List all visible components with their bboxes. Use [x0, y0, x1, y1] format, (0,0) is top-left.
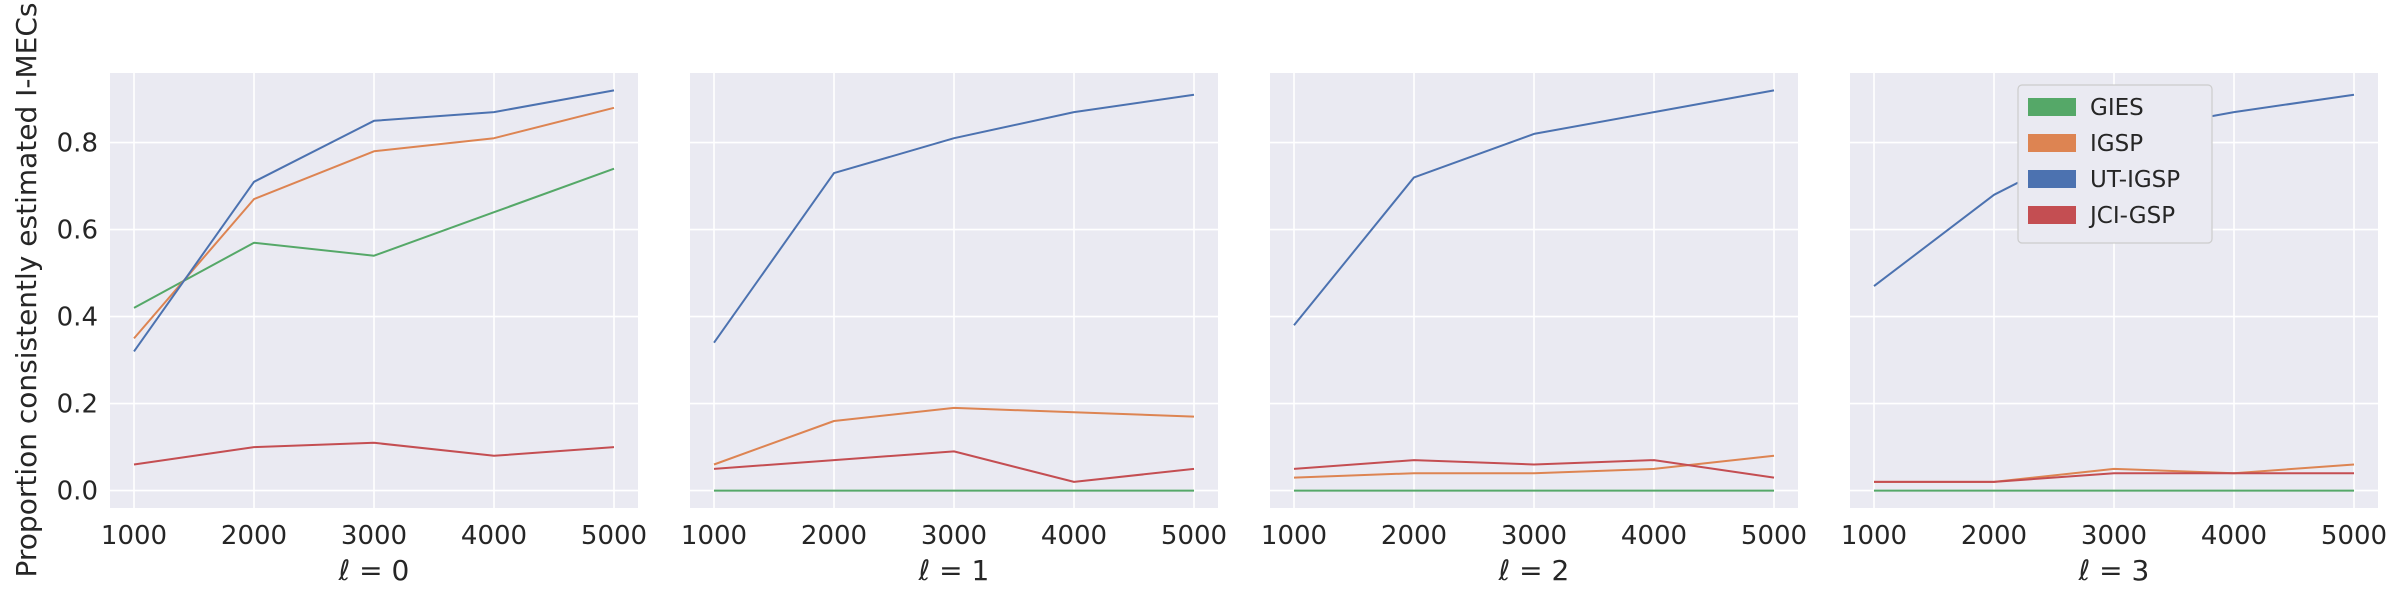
- series-line-igsp: [1293, 454, 1775, 479]
- panel-2: 1000 2000 3000 4000 5000 ℓ = 2: [1261, 73, 1807, 587]
- x-tick-label: 5000: [1741, 521, 1807, 551]
- x-tick-label: 3000: [921, 521, 987, 551]
- y-tick-label: 0.0: [57, 477, 98, 507]
- series-line-jci-gsp: [1293, 459, 1775, 479]
- legend-frame: [2017, 84, 2213, 244]
- series-line-ut-igsp: [713, 93, 1195, 344]
- y-tick-label: 0.2: [57, 390, 98, 420]
- x-axis-label: ℓ = 0: [338, 554, 410, 587]
- y-tick-label: 0.4: [57, 303, 98, 333]
- series-line-jci-gsp: [713, 450, 1195, 483]
- x-tick-label: 1000: [1261, 521, 1327, 551]
- x-tick-label: 3000: [2081, 521, 2147, 551]
- x-axis-label: ℓ = 3: [2078, 554, 2150, 587]
- y-tick-label: 0.6: [57, 216, 98, 246]
- legend-label-ut-igsp: UT-IGSP: [2090, 167, 2180, 193]
- x-tick-label: 4000: [1621, 521, 1687, 551]
- x-tick-label: 1000: [681, 521, 747, 551]
- x-tick-label: 4000: [2201, 521, 2267, 551]
- chart-panels: 1000 2000 3000 4000 5000 0.0 0.2 0.4 0.6 0.8 ℓ = 0…: [57, 73, 2387, 587]
- x-tick-label: 2000: [221, 521, 287, 551]
- x-tick-label: 2000: [801, 521, 867, 551]
- y-tick-label: 0.8: [57, 129, 98, 159]
- series-line-jci-gsp: [133, 441, 615, 466]
- series-line-gies: [133, 167, 615, 309]
- legend-label-igsp: IGSP: [2090, 131, 2143, 157]
- panel-0: 1000 2000 3000 4000 5000 0.0 0.2 0.4 0.6 0.8 ℓ = 0: [57, 73, 647, 587]
- x-tick-label: 5000: [1161, 521, 1227, 551]
- x-axis-label: ℓ = 1: [918, 554, 990, 587]
- series-line-ut-igsp: [1293, 89, 1775, 326]
- x-tick-label: 4000: [461, 521, 527, 551]
- legend-label-jci-gsp: JCI-GSP: [2088, 203, 2175, 229]
- legend-label-gies: GIES: [2090, 95, 2144, 121]
- x-tick-label: 2000: [1381, 521, 1447, 551]
- legend-swatch-gies: [2028, 98, 2076, 116]
- x-tick-label: 4000: [1041, 521, 1107, 551]
- x-tick-label: 3000: [1501, 521, 1567, 551]
- legend-swatch-igsp: [2028, 134, 2076, 152]
- series-line-igsp: [713, 406, 1195, 466]
- x-tick-label: 2000: [1961, 521, 2027, 551]
- panel-1: 1000 2000 3000 4000 5000 ℓ = 1: [681, 73, 1227, 587]
- x-tick-label: 1000: [101, 521, 167, 551]
- x-axis-label: ℓ = 2: [1498, 554, 1570, 587]
- y-axis-label: Proportion consistently estimated I-MECs: [10, 2, 43, 577]
- legend-swatch-jci-gsp: [2028, 206, 2076, 224]
- series-line-igsp: [133, 106, 615, 340]
- legend-swatch-ut-igsp: [2028, 170, 2076, 188]
- legend: GIES IGSP UT-IGSP JCI-GSP: [2017, 84, 2213, 244]
- series-line-ut-igsp: [133, 89, 615, 352]
- x-tick-label: 5000: [581, 521, 647, 551]
- x-tick-label: 5000: [2321, 521, 2387, 551]
- x-tick-label: 1000: [1841, 521, 1907, 551]
- x-tick-label: 3000: [341, 521, 407, 551]
- series-line-jci-gsp: [1874, 472, 2354, 483]
